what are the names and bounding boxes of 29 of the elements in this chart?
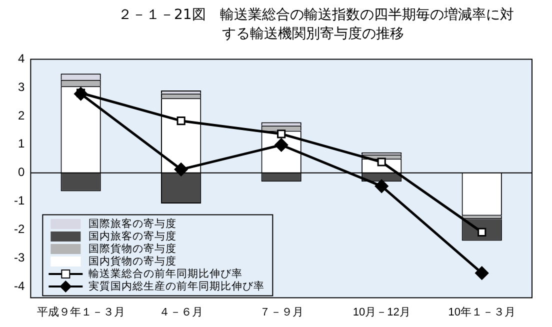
x-tick-label: 10月－12月 <box>352 306 410 318</box>
point <box>277 130 286 138</box>
point <box>475 266 489 280</box>
point <box>478 228 486 236</box>
legend-label: 実質国内総生産の前年同期比伸び率 <box>88 279 265 292</box>
legend-label: 国際旅客の寄与度 <box>88 216 177 230</box>
point <box>176 116 186 126</box>
x-tick-label: 平成９年１－３月 <box>36 305 125 318</box>
y-tick-label: -1 <box>14 194 25 208</box>
legend-label: 国内貨物の寄与度 <box>88 254 177 268</box>
point <box>377 158 386 166</box>
x-tick-label: ４－６月 <box>159 306 204 318</box>
chart-title: ２－１－21図 輸送業総合の輸送指数の四半期毎の増減率に対する輸送機関別寄与度の推移 <box>118 6 515 44</box>
y-tick-label: 4 <box>18 52 25 66</box>
y-tick-label: 0 <box>18 165 25 180</box>
x-tick-label: 10年１－３月 <box>448 306 516 318</box>
legend-label: 国内旅客の寄与度 <box>88 229 177 242</box>
y-tick-label: 3 <box>18 80 25 94</box>
legend-label: 国際貨物の寄与度 <box>88 242 177 255</box>
y-tick-label: -2 <box>14 222 25 236</box>
point <box>74 87 88 101</box>
legend-label: 輸送業総合の前年同期比伸び率 <box>88 266 243 280</box>
y-tick-label: 1 <box>18 136 25 151</box>
x-tick-label: ７－９月 <box>259 306 304 318</box>
y-tick-label: -4 <box>14 278 25 293</box>
point <box>174 162 188 176</box>
y-tick-label: -3 <box>14 250 25 264</box>
y-tick-label: 2 <box>18 108 25 122</box>
point <box>374 179 388 193</box>
